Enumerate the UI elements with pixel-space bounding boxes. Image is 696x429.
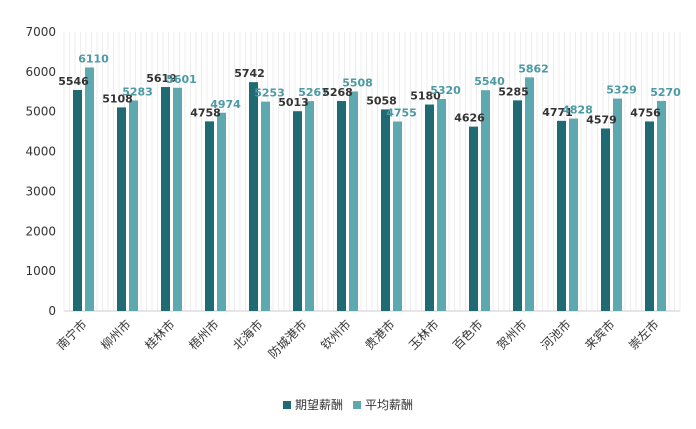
y-tick-label: 6000 bbox=[25, 65, 56, 79]
bar-expected-salary bbox=[117, 107, 126, 311]
bar-average-salary bbox=[217, 112, 226, 311]
data-label-average: 4828 bbox=[562, 104, 593, 117]
data-label-expected: 5742 bbox=[234, 67, 265, 80]
data-label-average: 5329 bbox=[606, 84, 637, 97]
data-label-expected: 5058 bbox=[366, 94, 397, 107]
data-label-average: 5270 bbox=[650, 86, 681, 99]
x-tick-label: 防城港市 bbox=[265, 317, 310, 362]
y-tick-label: 3000 bbox=[25, 184, 56, 198]
data-label-expected: 5108 bbox=[102, 92, 133, 105]
legend-item-average: 平均薪酬 bbox=[353, 396, 413, 413]
bar-average-salary bbox=[129, 100, 138, 311]
bar-average-salary bbox=[569, 118, 578, 311]
bar-average-salary bbox=[393, 121, 402, 312]
bar-average-salary bbox=[305, 101, 314, 312]
data-label-average: 4974 bbox=[210, 98, 241, 111]
bar-expected-salary bbox=[513, 100, 522, 311]
data-label-average: 4755 bbox=[386, 106, 417, 119]
legend-swatch-average bbox=[353, 400, 361, 409]
bar-average-salary bbox=[437, 98, 446, 312]
data-label-average: 6110 bbox=[78, 52, 109, 65]
data-label-average: 5540 bbox=[474, 75, 505, 88]
x-tick-label: 柳州市 bbox=[98, 317, 134, 353]
bar-expected-salary bbox=[293, 111, 302, 312]
bar-expected-salary bbox=[557, 120, 566, 311]
bar-average-salary bbox=[481, 90, 490, 311]
legend-label-expected: 期望薪酬 bbox=[294, 398, 343, 412]
x-tick-label: 玉林市 bbox=[406, 317, 442, 353]
data-label-expected: 4758 bbox=[190, 106, 221, 119]
bar-expected-salary bbox=[645, 121, 654, 312]
y-axis: 0 1000 2000 3000 4000 5000 6000 7000 bbox=[25, 25, 680, 318]
x-tick-label: 桂林市 bbox=[142, 317, 178, 353]
legend-item-expected: 期望薪酬 bbox=[282, 396, 343, 413]
bar-expected-salary bbox=[381, 109, 390, 311]
x-tick-label: 百色市 bbox=[450, 317, 486, 353]
data-label-expected: 4756 bbox=[630, 106, 661, 119]
bar-average-salary bbox=[657, 100, 666, 312]
bar-average-salary bbox=[173, 87, 182, 312]
bar-expected-salary bbox=[205, 121, 214, 311]
bar-expected-salary bbox=[161, 87, 170, 311]
data-label-expected: 4579 bbox=[586, 113, 617, 126]
bar-expected-salary bbox=[249, 82, 258, 311]
bar-expected-salary bbox=[425, 104, 434, 311]
bar-expected-salary bbox=[337, 101, 346, 312]
data-label-average: 5320 bbox=[430, 84, 461, 97]
legend: 期望薪酬 平均薪酬 bbox=[0, 396, 696, 413]
data-label-expected: 5285 bbox=[498, 85, 529, 98]
bars bbox=[73, 67, 666, 312]
data-label-expected: 5546 bbox=[58, 75, 89, 88]
data-label-expected: 5268 bbox=[322, 86, 353, 99]
x-tick-label: 梧州市 bbox=[186, 317, 222, 353]
x-tick-label: 南宁市 bbox=[54, 317, 90, 353]
y-tick-label: 4000 bbox=[25, 145, 56, 159]
x-tick-label: 崇左市 bbox=[626, 317, 662, 353]
bar-expected-salary bbox=[73, 89, 82, 311]
bar-expected-salary bbox=[469, 126, 478, 312]
data-label-expected: 5180 bbox=[410, 90, 441, 103]
legend-label-average: 平均薪酬 bbox=[365, 398, 414, 412]
x-tick-label: 贺州市 bbox=[494, 317, 530, 353]
y-tick-label: 1000 bbox=[25, 264, 56, 278]
bar-average-salary bbox=[261, 101, 270, 311]
x-tick-label: 北海市 bbox=[230, 317, 266, 353]
x-tick-label: 贵港市 bbox=[362, 317, 398, 353]
data-label-average: 5508 bbox=[342, 76, 373, 89]
legend-swatch-expected bbox=[282, 400, 291, 409]
y-tick-label: 0 bbox=[48, 304, 56, 318]
bar-expected-salary bbox=[601, 128, 610, 311]
x-tick-label: 河池市 bbox=[538, 317, 574, 353]
bar-average-salary bbox=[525, 77, 534, 312]
bar-average-salary bbox=[85, 67, 94, 311]
x-tick-label: 钦州市 bbox=[318, 317, 354, 353]
data-label-expected: 4626 bbox=[454, 112, 485, 125]
x-axis: 南宁市 柳州市 桂林市 梧州市 北海市 防城港市 钦州市 贵港市 玉林市 百色市 贺州市 河池市 来宾市… bbox=[54, 317, 662, 362]
data-label-expected: 5619 bbox=[146, 72, 177, 85]
bar-average-salary bbox=[613, 98, 622, 311]
y-tick-label: 2000 bbox=[25, 224, 56, 238]
data-label-average: 5253 bbox=[254, 87, 285, 100]
x-tick-label: 来宾市 bbox=[582, 317, 618, 353]
data-label-expected: 5013 bbox=[278, 96, 309, 109]
data-label-average: 5267 bbox=[298, 86, 329, 99]
data-label-average: 5601 bbox=[166, 73, 197, 86]
data-label-expected: 4771 bbox=[542, 106, 573, 119]
y-tick-label: 5000 bbox=[25, 105, 56, 119]
data-label-average: 5862 bbox=[518, 62, 549, 75]
data-label-average: 5283 bbox=[122, 85, 153, 98]
y-tick-label: 7000 bbox=[25, 25, 56, 39]
bar-average-salary bbox=[349, 91, 358, 311]
